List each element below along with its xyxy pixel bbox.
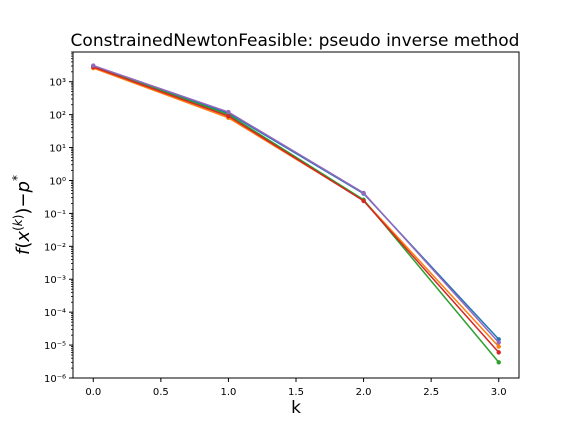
x-tick-label: 1.5 (288, 387, 304, 398)
x-tick-label: 0.5 (153, 387, 169, 398)
series-point (361, 190, 366, 196)
y-tick-label: 10⁻³ (44, 275, 66, 286)
series-point (91, 63, 96, 68)
series-point (496, 360, 501, 365)
series-point (361, 198, 366, 204)
y-tick-label: 10⁻⁶ (44, 374, 66, 385)
series-line-5 (93, 64, 500, 343)
x-tick-label: 0.0 (85, 387, 101, 398)
y-tick-label: 10³ (49, 78, 66, 89)
x-tick-label: 1.0 (220, 387, 236, 398)
series-point (496, 344, 501, 349)
y-tick-label: 10⁻² (44, 242, 66, 253)
series-line-3 (93, 65, 500, 363)
y-tick-label: 10¹ (49, 144, 66, 155)
x-axis-ticks: 0.0 0.5 1.0 1.5 2.0 2.5 3.0 (85, 378, 507, 398)
series-line-4 (93, 66, 500, 353)
y-axis-ticks: 10⁻⁶ 10⁻⁵ 10⁻⁴ 10⁻³ 10⁻² 10⁻¹ 10⁰ 10¹ 10² 10³ (44, 51, 73, 385)
series-point (226, 109, 231, 115)
series-point (226, 113, 231, 119)
series-line-2 (93, 67, 500, 348)
x-tick-label: 3.0 (491, 387, 507, 398)
x-tick-label: 2.0 (356, 387, 372, 398)
series-line-1 (93, 65, 500, 340)
x-axis-label: k (291, 398, 301, 418)
y-tick-label: 10² (49, 111, 66, 122)
x-tick-label: 2.5 (423, 387, 439, 398)
y-tick-label: 10⁻¹ (44, 209, 66, 220)
y-axis-label: f(x(k))−p* (10, 175, 34, 255)
y-tick-label: 10⁰ (49, 176, 66, 187)
series-point (496, 340, 501, 345)
series-point (496, 350, 501, 355)
y-tick-label: 10⁻⁵ (44, 341, 66, 352)
plot-frame (72, 51, 520, 379)
series-layer (91, 63, 501, 365)
y-tick-label: 10⁻⁴ (44, 308, 66, 319)
chart-title: ConstrainedNewtonFeasible: pseudo invers… (71, 31, 520, 51)
